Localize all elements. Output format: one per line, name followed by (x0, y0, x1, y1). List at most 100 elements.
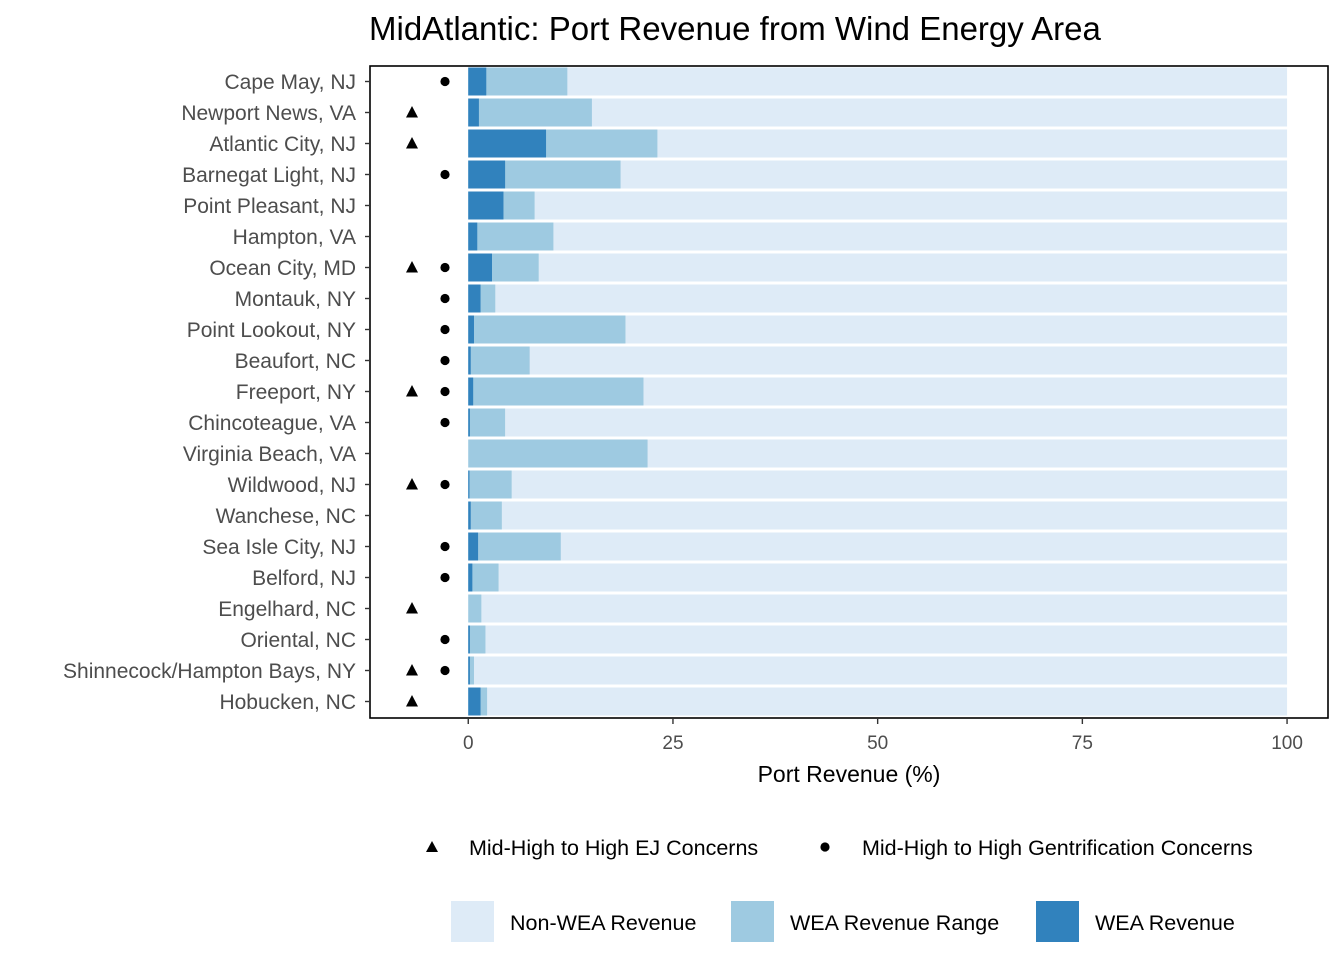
bar-non-wea-row-11 (468, 408, 1288, 437)
bar-non-wea-row-0 (468, 67, 1288, 96)
bar-wea-row-16 (468, 563, 473, 592)
bar-wea-range-row-16 (468, 563, 499, 592)
bar-non-wea-row-4 (468, 191, 1288, 220)
legend-circle-icon (820, 842, 830, 852)
ej-triangle-marker-row-2 (406, 137, 418, 149)
bar-non-wea-row-18 (468, 625, 1288, 654)
gentrification-circle-marker-row-8 (440, 324, 450, 335)
y-tick-label-row-16: Belford, NJ (252, 567, 356, 590)
bar-wea-row-7 (468, 284, 481, 313)
y-tick-label-row-3: Barnegat Light, NJ (182, 164, 356, 187)
gentrification-circle-marker-row-18 (440, 634, 450, 645)
bar-wea-range-row-18 (468, 625, 486, 654)
bar-wea-row-1 (468, 98, 479, 127)
chart-title: MidAtlantic: Port Revenue from Wind Ener… (369, 10, 1101, 47)
legend-key-1 (731, 901, 774, 942)
bar-wea-range-row-11 (468, 408, 506, 437)
y-tick-label-row-19: Shinnecock/Hampton Bays, NY (63, 660, 356, 683)
bar-wea-row-0 (468, 67, 487, 96)
bar-wea-row-19 (468, 656, 470, 685)
bar-non-wea-row-6 (468, 253, 1288, 282)
y-tick-label-row-15: Sea Isle City, NJ (202, 536, 356, 559)
y-tick-label-row-12: Virginia Beach, VA (183, 443, 356, 466)
y-tick-label-row-0: Cape May, NJ (225, 71, 357, 94)
bar-wea-row-9 (468, 346, 471, 375)
y-tick-label-row-2: Atlantic City, NJ (209, 133, 356, 156)
y-tick-label-row-7: Montauk, NY (235, 288, 356, 311)
bars-layer (468, 67, 1288, 716)
gentrification-circle-marker-row-13 (440, 479, 450, 490)
bar-wea-row-8 (468, 315, 474, 344)
bar-wea-range-row-8 (468, 315, 626, 344)
bar-non-wea-row-19 (468, 656, 1288, 685)
bar-wea-range-row-19 (468, 656, 474, 685)
legend-label-fill-0: Non-WEA Revenue (510, 911, 696, 935)
bar-non-wea-row-17 (468, 594, 1288, 623)
bar-wea-row-10 (468, 377, 474, 406)
ej-triangle-marker-row-1 (406, 106, 418, 118)
y-tick-label-row-17: Engelhard, NC (218, 598, 356, 621)
legend-triangle-icon (426, 841, 438, 852)
y-tick-label-row-11: Chincoteague, VA (188, 412, 356, 435)
legend-label-ej: Mid-High to High EJ Concerns (469, 836, 758, 860)
x-tick-label-1: 25 (662, 733, 683, 754)
bar-wea-range-row-10 (468, 377, 644, 406)
x-tick-label-3: 75 (1072, 733, 1093, 754)
bar-non-wea-row-15 (468, 532, 1288, 561)
bar-non-wea-row-7 (468, 284, 1288, 313)
bar-wea-range-row-13 (468, 470, 512, 499)
y-tick-label-row-14: Wanchese, NC (216, 505, 356, 528)
bar-non-wea-row-14 (468, 501, 1288, 530)
gentrification-circle-marker-row-15 (440, 541, 450, 552)
bar-wea-row-6 (468, 253, 493, 282)
bar-wea-row-11 (468, 408, 470, 437)
legend-label-fill-1: WEA Revenue Range (790, 911, 999, 935)
bar-wea-range-row-5 (468, 222, 554, 251)
y-tick-label-row-18: Oriental, NC (240, 629, 356, 652)
legend-shapes: Mid-High to High EJ Concerns Mid-High to … (426, 836, 1253, 860)
x-tick-label-2: 50 (867, 733, 888, 754)
legend-key-2 (1036, 901, 1079, 942)
y-tick-label-row-9: Beaufort, NC (235, 350, 356, 373)
gentrification-circle-marker-row-0 (440, 76, 450, 87)
gentrification-circle-marker-row-11 (440, 417, 450, 428)
legend-key-0 (451, 901, 494, 942)
legend-label-fill-2: WEA Revenue (1095, 911, 1235, 935)
bar-wea-range-row-12 (468, 439, 648, 468)
legend-label-gentrification: Mid-High to High Gentrification Concerns (862, 836, 1253, 860)
gentrification-circle-marker-row-3 (440, 169, 450, 180)
gentrification-circle-marker-row-7 (440, 293, 450, 304)
bar-non-wea-row-1 (468, 98, 1288, 127)
bar-wea-range-row-17 (468, 594, 482, 623)
bar-wea-row-3 (468, 160, 506, 189)
ej-triangle-marker-row-10 (406, 385, 418, 397)
ej-triangle-marker-row-20 (406, 695, 418, 707)
y-tick-label-row-1: Newport News, VA (181, 102, 356, 125)
legend-fills: Non-WEA Revenue WEA Revenue Range WEA Reve… (451, 901, 1235, 942)
ej-triangle-marker-row-17 (406, 602, 418, 614)
y-tick-label-row-4: Point Pleasant, NJ (183, 195, 356, 218)
bar-non-wea-row-16 (468, 563, 1288, 592)
x-tick-label-4: 100 (1271, 733, 1303, 754)
bar-wea-row-2 (468, 129, 547, 158)
y-tick-label-row-13: Wildwood, NJ (228, 474, 356, 497)
ej-triangle-marker-row-19 (406, 664, 418, 676)
bar-wea-row-5 (468, 222, 478, 251)
bar-wea-range-row-9 (468, 346, 530, 375)
y-tick-label-row-10: Freeport, NY (236, 381, 356, 404)
bar-non-wea-row-20 (468, 687, 1288, 716)
y-tick-label-row-5: Hampton, VA (233, 226, 356, 249)
bar-wea-range-row-14 (468, 501, 502, 530)
gentrification-circle-marker-row-10 (440, 386, 450, 397)
bar-wea-row-4 (468, 191, 504, 220)
bar-non-wea-row-5 (468, 222, 1288, 251)
y-axis: Cape May, NJ Newport News, VA Atlantic Cit… (63, 71, 370, 714)
bar-wea-range-row-1 (468, 98, 592, 127)
bar-wea-row-15 (468, 532, 479, 561)
bar-wea-row-18 (468, 625, 470, 654)
gentrification-circle-marker-row-19 (440, 665, 450, 676)
x-axis-label: Port Revenue (%) (758, 761, 941, 787)
bar-non-wea-row-13 (468, 470, 1288, 499)
y-tick-label-row-6: Ocean City, MD (209, 257, 356, 280)
